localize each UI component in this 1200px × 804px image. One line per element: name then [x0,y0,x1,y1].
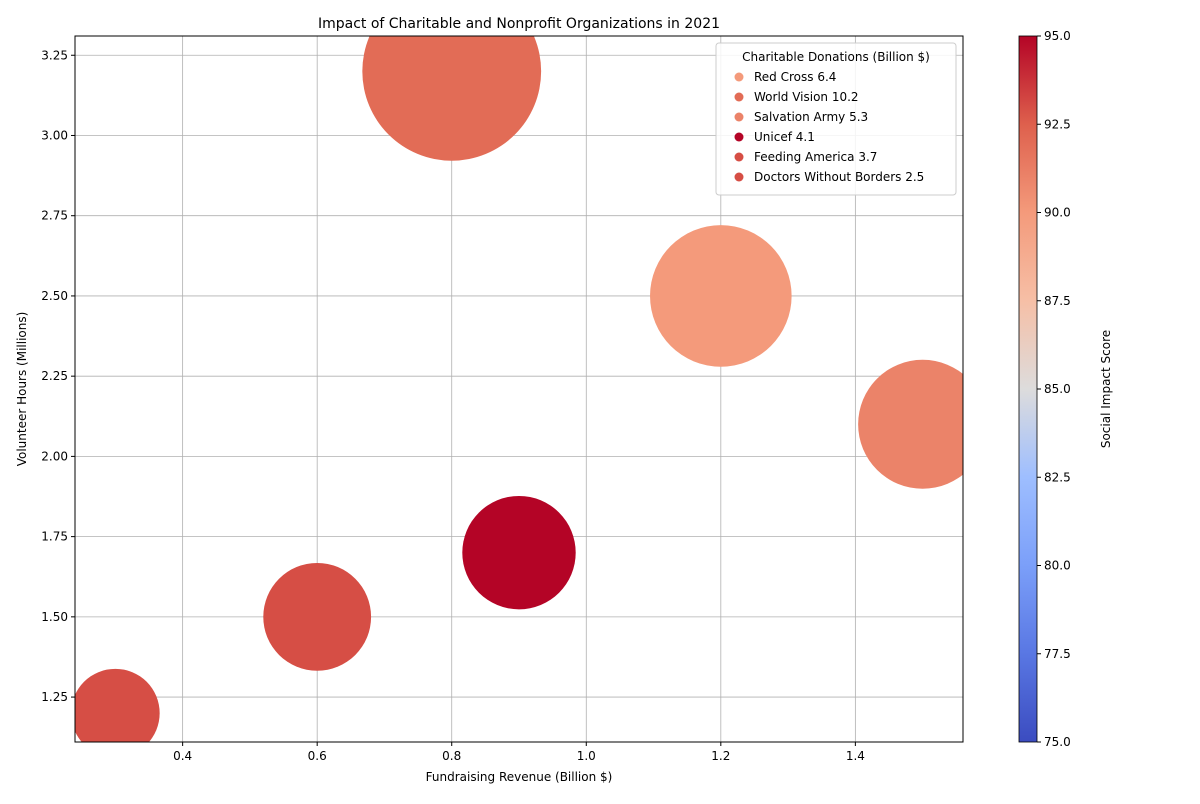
legend-marker [734,92,744,102]
y-tick-label: 1.50 [41,610,68,624]
x-tick-label: 0.6 [308,749,327,763]
y-tick-label: 3.25 [41,48,68,62]
y-axis-ticks: 1.25 1.50 1.75 2.00 2.25 2.50 2.75 3.00 3.25 [41,48,75,704]
legend-box [715,42,957,196]
bubbles [75,36,963,742]
x-tick-label: 0.4 [173,749,192,763]
legend-label: World Vision 10.2 [754,90,859,104]
legend: Charitable Donations (Billion $) Red Cro… [715,42,957,196]
colorbar-tick-label: 80.0 [1044,559,1071,573]
legend-marker [734,132,744,142]
legend-marker [734,152,744,162]
bubble-unicef [462,495,576,610]
x-tick-label: 1.0 [577,749,596,763]
legend-item: Doctors Without Borders 2.5 [734,170,924,184]
legend-label: Feeding America 3.7 [754,150,877,164]
y-tick-label: 2.00 [41,449,68,463]
plot-frame [74,35,964,743]
legend-label: Doctors Without Borders 2.5 [754,170,924,184]
legend-label: Unicef 4.1 [754,130,815,144]
legend-label: Salvation Army 5.3 [754,110,868,124]
bubble-world-vision [362,36,542,161]
legend-marker [734,72,744,82]
bubble-doctors-without-borders [75,668,160,742]
colorbar-tick-label: 92.5 [1044,117,1071,131]
legend-item: Feeding America 3.7 [734,150,877,164]
y-tick-label: 1.75 [41,530,68,544]
y-tick-label: 3.00 [41,128,68,142]
legend-title: Charitable Donations (Billion $) [742,50,930,64]
bubble-salvation-army [858,359,963,489]
bubble-red-cross [650,225,792,367]
colorbar-gradient [1018,35,1038,743]
legend-label: Red Cross 6.4 [754,70,836,84]
y-tick-label: 2.75 [41,209,68,223]
colorbar: 75.0 77.5 80.0 82.5 85.0 87.5 90.0 92.5 95.0 Soc… [1018,29,1113,749]
x-tick-label: 0.8 [442,749,461,763]
x-axis-ticks: 0.4 0.6 0.8 1.0 1.2 1.4 [173,742,865,763]
y-tick-label: 2.25 [41,369,68,383]
y-tick-label: 2.50 [41,289,68,303]
legend-marker [734,172,744,182]
colorbar-tick-label: 87.5 [1044,294,1071,308]
legend-item: Salvation Army 5.3 [734,110,868,124]
y-axis-title: Volunteer Hours (Millions) [15,312,29,467]
chart-title: Impact of Charitable and Nonprofit Organ… [318,16,720,32]
x-tick-label: 1.2 [711,749,730,763]
bubble-feeding-america [263,562,372,671]
y-tick-label: 1.25 [41,690,68,704]
legend-item: Red Cross 6.4 [734,70,836,84]
colorbar-tick-label: 95.0 [1044,29,1071,43]
colorbar-label: Social Impact Score [1099,330,1113,448]
colorbar-tick-label: 85.0 [1044,382,1071,396]
x-axis-title: Fundraising Revenue (Billion $) [426,770,613,784]
colorbar-tick-label: 75.0 [1044,735,1071,749]
legend-marker [734,112,744,122]
colorbar-tick-label: 77.5 [1044,647,1071,661]
legend-item: Unicef 4.1 [734,130,815,144]
colorbar-tick-label: 90.0 [1044,206,1071,220]
colorbar-tick-label: 82.5 [1044,470,1071,484]
x-tick-label: 1.4 [846,749,865,763]
legend-item: World Vision 10.2 [734,90,859,104]
